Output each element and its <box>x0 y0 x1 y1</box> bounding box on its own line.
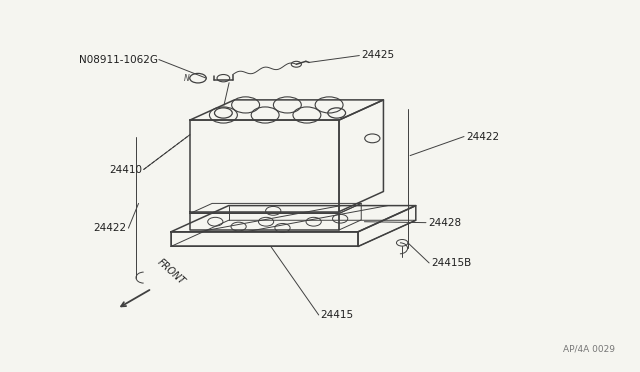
Text: N: N <box>184 74 189 83</box>
Text: 24425: 24425 <box>361 50 394 60</box>
Text: 24428: 24428 <box>428 218 461 228</box>
Text: 24415B: 24415B <box>431 258 471 268</box>
Text: 24410: 24410 <box>109 164 142 174</box>
Text: AP/4A 0029: AP/4A 0029 <box>563 345 615 354</box>
Text: FRONT: FRONT <box>155 257 186 287</box>
Text: 24415: 24415 <box>320 310 353 320</box>
Text: 24422: 24422 <box>466 132 499 141</box>
Text: 24422: 24422 <box>93 223 127 233</box>
Text: N08911-1062G: N08911-1062G <box>79 55 158 65</box>
